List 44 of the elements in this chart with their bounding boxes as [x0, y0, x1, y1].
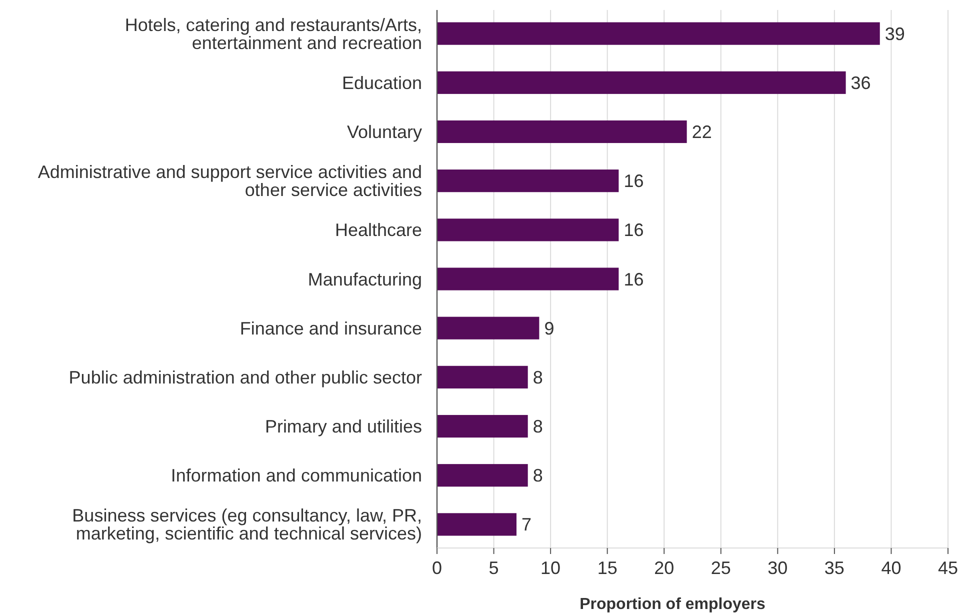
bar	[437, 71, 846, 94]
data-label: 36	[850, 72, 871, 93]
data-label: 16	[624, 171, 644, 192]
data-label: 8	[532, 466, 543, 486]
x-axis-title: Proportion of employers	[580, 596, 766, 613]
x-tick-label: 20	[654, 558, 674, 578]
x-tick-label: 40	[881, 558, 902, 578]
data-label: 8	[532, 416, 543, 437]
y-tick-label: Manufacturing	[308, 269, 422, 290]
y-tick-label: Public administration and other public sector	[68, 367, 422, 388]
x-tick-label: 5	[488, 558, 499, 578]
x-tick-label: 15	[597, 558, 618, 578]
data-label: 16	[624, 269, 644, 290]
data-label: 9	[544, 318, 554, 338]
y-tick-label: Business services (eg consultancy, law, PR, marketing, scientific and technical services)	[72, 506, 422, 544]
data-label: 7	[521, 514, 532, 535]
x-tick-label: 35	[824, 558, 844, 578]
y-tick-label: Education	[342, 72, 422, 93]
bar	[437, 120, 687, 144]
bar	[437, 513, 516, 536]
x-tick-label: 25	[710, 558, 731, 578]
bar	[437, 170, 619, 192]
x-tick-label: 10	[540, 558, 561, 578]
x-tick-label: 30	[768, 558, 788, 578]
bar	[437, 268, 619, 290]
y-tick-label: Administrative and support service activities and other service activities	[38, 162, 422, 200]
data-label: 16	[624, 220, 644, 240]
bar	[437, 464, 528, 487]
x-tick-label: 0	[432, 558, 442, 578]
data-label: 22	[692, 122, 712, 142]
bar	[437, 316, 540, 340]
x-tick-label: 45	[938, 558, 958, 578]
y-tick-label: Information and communication	[170, 466, 422, 486]
y-tick-label: Hotels, catering and restaurants/Arts, entertainment and recreation	[124, 14, 422, 53]
bar	[437, 414, 528, 438]
y-tick-label: Primary and utilities	[264, 416, 422, 437]
bar	[437, 218, 619, 242]
data-label: 39	[884, 24, 905, 44]
y-tick-label: Healthcare	[334, 220, 422, 240]
data-label: 8	[532, 367, 543, 388]
y-tick-label: Voluntary	[346, 122, 422, 142]
bar	[437, 366, 528, 388]
y-tick-label: Finance and insurance	[240, 318, 422, 338]
bar	[437, 22, 880, 45]
